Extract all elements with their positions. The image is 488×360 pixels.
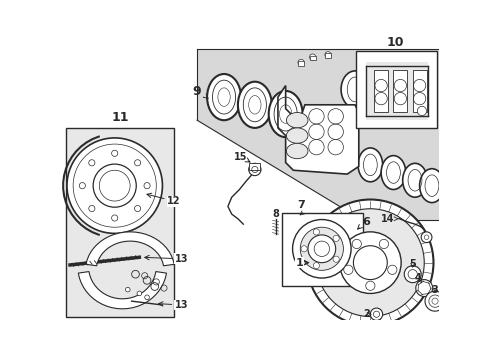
Circle shape <box>309 54 315 60</box>
Polygon shape <box>78 271 166 309</box>
Ellipse shape <box>357 148 382 182</box>
Circle shape <box>424 291 444 311</box>
Text: 5: 5 <box>408 259 415 269</box>
Circle shape <box>343 265 352 274</box>
Text: 15: 15 <box>234 152 247 162</box>
Text: 3: 3 <box>431 285 438 294</box>
Circle shape <box>324 52 330 58</box>
Circle shape <box>248 163 261 176</box>
Circle shape <box>292 220 350 278</box>
Circle shape <box>316 209 424 316</box>
Circle shape <box>420 232 431 243</box>
Circle shape <box>307 235 335 263</box>
Circle shape <box>416 106 426 116</box>
Ellipse shape <box>207 74 241 120</box>
Text: 13: 13 <box>158 300 188 310</box>
Bar <box>66 128 174 316</box>
Circle shape <box>89 206 95 212</box>
Circle shape <box>111 215 118 221</box>
Ellipse shape <box>286 128 307 143</box>
Ellipse shape <box>286 143 307 159</box>
Ellipse shape <box>419 169 444 203</box>
Circle shape <box>89 160 95 166</box>
Circle shape <box>93 164 136 207</box>
Circle shape <box>353 246 386 280</box>
Text: 11: 11 <box>111 111 128 124</box>
Bar <box>324 53 330 58</box>
Text: 7: 7 <box>297 199 305 210</box>
Circle shape <box>387 265 396 274</box>
Ellipse shape <box>238 82 271 128</box>
Circle shape <box>415 280 432 297</box>
Circle shape <box>306 199 432 326</box>
Text: 4: 4 <box>414 273 421 283</box>
Text: 1: 1 <box>295 258 307 267</box>
Ellipse shape <box>380 156 405 189</box>
Bar <box>281 213 362 286</box>
Circle shape <box>365 281 374 291</box>
Ellipse shape <box>341 71 368 108</box>
Polygon shape <box>366 62 427 120</box>
Circle shape <box>300 227 343 270</box>
Text: 2: 2 <box>363 309 369 319</box>
Text: 8: 8 <box>272 209 279 219</box>
Circle shape <box>79 183 85 189</box>
Ellipse shape <box>268 91 302 137</box>
Text: 14: 14 <box>381 214 394 224</box>
Bar <box>356 51 436 128</box>
Circle shape <box>144 295 149 300</box>
Ellipse shape <box>402 163 427 197</box>
Bar <box>393 70 407 112</box>
Circle shape <box>134 160 141 166</box>
Circle shape <box>301 246 306 252</box>
Text: 9: 9 <box>192 85 201 98</box>
Ellipse shape <box>394 83 422 120</box>
Ellipse shape <box>286 112 307 128</box>
Circle shape <box>332 256 339 262</box>
Circle shape <box>125 287 130 292</box>
Polygon shape <box>197 49 439 220</box>
Circle shape <box>332 235 339 242</box>
Circle shape <box>111 150 118 156</box>
Circle shape <box>143 183 150 189</box>
Circle shape <box>137 291 142 296</box>
Circle shape <box>379 239 388 249</box>
Text: 13: 13 <box>144 254 188 264</box>
Bar <box>412 70 426 112</box>
Circle shape <box>134 206 141 212</box>
Ellipse shape <box>367 77 395 114</box>
Text: 12: 12 <box>147 193 181 206</box>
Circle shape <box>313 229 319 235</box>
Text: 6: 6 <box>362 217 370 227</box>
Bar <box>309 55 315 60</box>
Polygon shape <box>277 86 358 174</box>
Circle shape <box>297 59 304 66</box>
Bar <box>249 163 260 170</box>
Bar <box>297 61 304 66</box>
Circle shape <box>369 308 382 320</box>
Circle shape <box>339 232 400 293</box>
Circle shape <box>67 138 162 233</box>
Circle shape <box>404 266 420 283</box>
Circle shape <box>351 239 361 249</box>
Polygon shape <box>86 232 174 266</box>
Circle shape <box>313 262 319 269</box>
Text: 10: 10 <box>386 36 403 49</box>
Bar <box>373 70 387 112</box>
